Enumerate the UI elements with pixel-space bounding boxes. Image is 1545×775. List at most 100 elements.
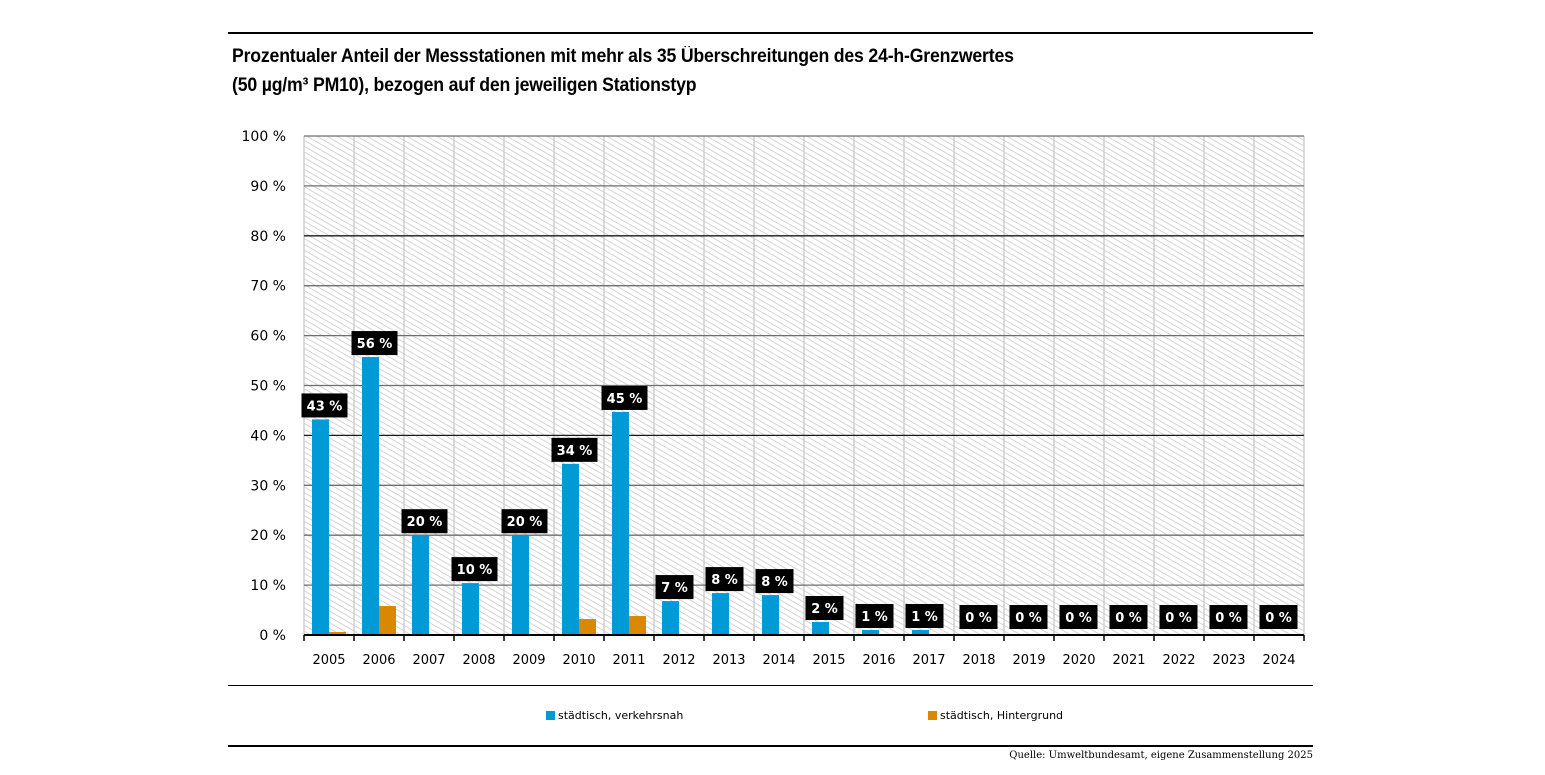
data-label: 43 % [301,393,348,418]
x-tick-label: 2021 [1112,653,1145,668]
data-label: 1 % [905,604,944,629]
data-label: 0 % [1259,605,1298,629]
bar-verkehrsnah [812,622,829,635]
x-tick-label: 2014 [762,653,795,668]
y-tick-label: 10 % [250,578,286,594]
data-label: 2 % [805,596,844,621]
chart-plot: 0 % 10 % 20 % 30 % 40 % 50 % 60 % 70 % 80 % 90 % 1… [242,129,1305,668]
bar-verkehrsnah [762,595,779,635]
data-label-box [301,393,348,418]
y-tick-label: 0 % [259,628,286,644]
x-tick-label: 2019 [1012,653,1045,668]
legend-label: städtisch, Hintergrund [940,709,1064,722]
data-label-text: 2 % [811,602,838,617]
data-label-text: 43 % [307,399,343,414]
data-label: 0 % [959,605,998,629]
y-tick-label: 80 % [250,229,286,245]
data-label-box [501,509,548,534]
data-label-text: 1 % [861,610,888,625]
bar-verkehrsnah [412,535,429,635]
y-tick-label: 30 % [250,478,286,494]
data-label: 10 % [451,557,498,582]
bar-verkehrsnah [612,411,629,635]
data-label: 0 % [1059,605,1098,629]
x-tick-label: 2015 [812,653,845,668]
x-tick-label: 2005 [312,653,345,668]
y-tick-label: 70 % [250,279,286,295]
data-label-text: 34 % [557,444,593,459]
legend-label: städtisch, verkehrsnah [558,709,684,722]
x-tick-label: 2009 [512,653,545,668]
data-label-text: 8 % [711,573,738,588]
data-label: 1 % [855,604,894,629]
data-label: 20 % [401,509,448,534]
data-label-text: 7 % [661,581,688,596]
x-tick-label: 2016 [862,653,895,668]
bar-verkehrsnah [712,593,729,635]
data-label-box [959,605,998,629]
data-label-box [551,437,598,462]
data-label-text: 0 % [965,611,992,626]
data-label: 0 % [1159,605,1198,629]
data-label-text: 8 % [761,575,788,590]
bar-hintergrund [579,619,596,635]
bar-verkehrsnah [862,630,879,635]
data-label-box [1159,605,1198,629]
legend-item-hintergrund: städtisch, Hintergrund [928,709,1063,722]
legend-swatch-orange [928,711,937,720]
x-tick-label: 2007 [412,653,445,668]
data-label-box [451,557,498,582]
bar-hintergrund [629,616,646,635]
chart-title: Prozentualer Anteil der Messstationen mi… [232,42,1236,100]
y-tick-label: 100 % [242,129,286,145]
x-tick-label: 2010 [562,653,595,668]
data-label-box [601,385,648,410]
legend-item-verkehrsnah: städtisch, verkehrsnah [546,709,683,722]
data-label-box [855,604,894,629]
bar-verkehrsnah [662,601,679,635]
source-note: Quelle: Umweltbundesamt, eigene Zusammen… [1009,750,1313,761]
y-tick-label: 20 % [250,528,286,544]
data-label: 34 % [551,437,598,462]
data-label-text: 20 % [407,515,443,530]
x-tick-label: 2006 [362,653,395,668]
bar-verkehrsnah [462,583,479,635]
data-label: 0 % [1009,605,1048,629]
bar-verkehrsnah [362,357,379,635]
data-label: 20 % [501,509,548,534]
x-tick-label: 2012 [662,653,695,668]
bar-verkehrsnah [912,630,929,635]
x-tick-label: 2023 [1212,653,1245,668]
data-label-text: 45 % [607,392,643,407]
x-tick-label: 2017 [912,653,945,668]
x-tick-label: 2024 [1262,653,1295,668]
data-label-text: 0 % [1015,611,1042,626]
chart-title-line-2: (50 µg/m³ PM10), bezogen auf den jeweili… [232,75,697,96]
data-label: 0 % [1209,605,1248,629]
data-label-box [805,596,844,621]
x-tick-label: 2022 [1162,653,1195,668]
data-label-text: 0 % [1115,611,1142,626]
x-tick-label: 2013 [712,653,745,668]
data-label: 7 % [655,575,694,600]
bar-verkehrsnah [562,463,579,635]
data-label: 8 % [705,567,744,592]
data-label-box [705,567,744,592]
bottom-rule [228,745,1313,747]
data-label-box [1109,605,1148,629]
data-label-text: 10 % [457,563,493,578]
data-label-text: 0 % [1065,611,1092,626]
data-label-box [1059,605,1098,629]
data-label-text: 0 % [1215,611,1242,626]
x-tick-label: 2018 [962,653,995,668]
data-label-box [1209,605,1248,629]
data-label: 56 % [351,331,398,356]
bar-hintergrund [379,606,396,635]
y-tick-label: 50 % [250,379,286,395]
data-label-box [655,575,694,600]
data-label-text: 0 % [1165,611,1192,626]
data-label: 8 % [755,569,794,594]
data-label-box [755,569,794,594]
x-tick-label: 2008 [462,653,495,668]
y-tick-label: 90 % [250,179,286,195]
